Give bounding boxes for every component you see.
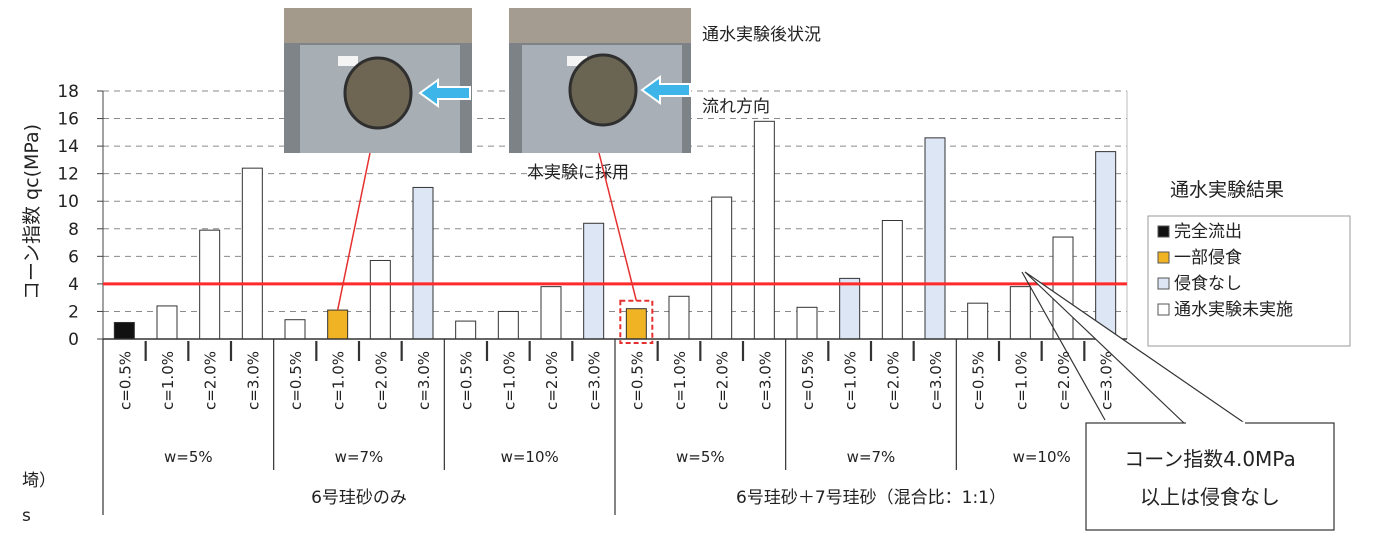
category-label: c=1.0% (500, 351, 518, 410)
y-tick-label: 18 (57, 82, 79, 102)
y-tick-label: 12 (57, 165, 79, 185)
legend-swatch (1157, 251, 1170, 264)
category-label: c=2.0% (714, 351, 732, 410)
category-label: c=2.0% (372, 351, 390, 410)
category-label: c=0.5% (970, 351, 988, 410)
y-tick-label: 14 (57, 137, 79, 157)
callout-line-2: 以上は侵食なし (1140, 485, 1280, 509)
sand-group-label: 6号珪砂＋7号珪砂（混合比：1:1） (736, 488, 1006, 508)
y-tick-label: 8 (68, 220, 79, 240)
legend-swatch (1157, 225, 1170, 238)
legend-item-label: 一部侵食 (1174, 248, 1242, 268)
bar (156, 305, 178, 340)
y-tick-label: 2 (68, 302, 79, 322)
x-axis: c=0.5% c=1.0% c=2.0% c=3.0% c=0.5% c=1.0% c=2.… (102, 338, 1127, 515)
photo-caption: 通水実験後状況 (702, 25, 821, 45)
legend-swatch (1157, 303, 1170, 316)
y-axis-label: コーン指数 qc(MPa) (21, 124, 43, 300)
callout-box (1085, 422, 1335, 531)
edge-clipped-text-1: 埼） (22, 471, 56, 491)
bar (1095, 151, 1117, 340)
callout: コーン指数4.0MPa 以上は侵食なし (1021, 271, 1335, 531)
photo-left (284, 8, 472, 153)
category-label: c=0.5% (287, 351, 305, 410)
category-label: c=3.0% (1098, 351, 1116, 410)
bars (113, 120, 1117, 340)
legend-item-label: 完全流出 (1174, 222, 1242, 242)
bar (625, 308, 647, 340)
category-label: c=2.0% (202, 351, 220, 410)
bar (967, 302, 989, 340)
photo-right (509, 8, 691, 153)
w-group-label: w=7% (335, 448, 384, 466)
category-label: c=3.0% (244, 351, 262, 410)
y-tick-label: 10 (57, 192, 79, 212)
category-label: c=0.5% (628, 351, 646, 410)
category-label: c=3.0% (756, 351, 774, 410)
bar (1052, 236, 1074, 340)
category-label: c=1.0% (159, 351, 177, 410)
category-label: c=3.0% (415, 351, 433, 410)
flow-arrow-icon (418, 78, 471, 108)
y-tick-label: 16 (57, 110, 79, 130)
bar (881, 220, 903, 340)
callout-line-1: コーン指数4.0MPa (1124, 447, 1295, 471)
w-group-label: w=10% (501, 448, 559, 466)
sand-group-label: 6号珪砂のみ (311, 488, 407, 508)
w-group-label: w=5% (164, 448, 213, 466)
bar (583, 222, 605, 340)
bar (924, 137, 946, 340)
category-label: c=1.0% (842, 351, 860, 410)
bar (497, 310, 519, 340)
flow-arrow-icon (640, 75, 691, 105)
category-label: c=3.0% (586, 351, 604, 410)
w-group-label: w=10% (1013, 448, 1071, 466)
connector-line-right (598, 152, 638, 301)
y-tick-label: 6 (68, 247, 79, 267)
category-label: c=2.0% (543, 351, 561, 410)
bar (455, 320, 477, 340)
category-label: c=1.0% (671, 351, 689, 410)
bar (711, 196, 733, 340)
bar (241, 167, 263, 340)
category-label: c=0.5% (799, 351, 817, 410)
category-label: c=0.5% (458, 351, 476, 410)
edge-clipped-text-2: s (22, 506, 31, 526)
bar (327, 309, 349, 340)
category-label: c=1.0% (330, 351, 348, 410)
callout-pointer-line (1021, 271, 1106, 421)
bar (369, 259, 391, 340)
bar (1009, 286, 1031, 340)
y-tick-label: 4 (68, 275, 79, 295)
bar (796, 306, 818, 340)
legend-box (1147, 215, 1351, 347)
bar (284, 319, 306, 340)
adopted-highlight-box (619, 299, 654, 345)
category-label: c=2.0% (884, 351, 902, 410)
category-label: c=3.0% (927, 351, 945, 410)
adopted-label: 本実験に採用 (527, 163, 629, 183)
legend-swatch (1157, 277, 1170, 290)
bar (412, 186, 434, 340)
y-tick-labels: 0 2 4 6 8 10 12 14 16 18 (57, 82, 79, 350)
bar (753, 120, 775, 340)
category-label: c=0.5% (116, 351, 134, 410)
legend-title: 通水実験結果 (1170, 179, 1284, 201)
bar (540, 286, 562, 340)
bar (839, 277, 861, 340)
legend-item-label: 通水実験未実施 (1174, 300, 1293, 320)
y-tick-label: 0 (68, 330, 79, 350)
bar (113, 321, 135, 340)
legend-item-label: 侵食なし (1174, 274, 1242, 294)
w-group-label: w=5% (676, 448, 725, 466)
category-label: c=2.0% (1055, 351, 1073, 410)
w-group-label: w=7% (847, 448, 896, 466)
flow-direction-label: 流れ方向 (702, 97, 770, 117)
connector-line-left (336, 152, 371, 311)
bar (668, 295, 690, 340)
category-label: c=1.0% (1012, 351, 1030, 410)
